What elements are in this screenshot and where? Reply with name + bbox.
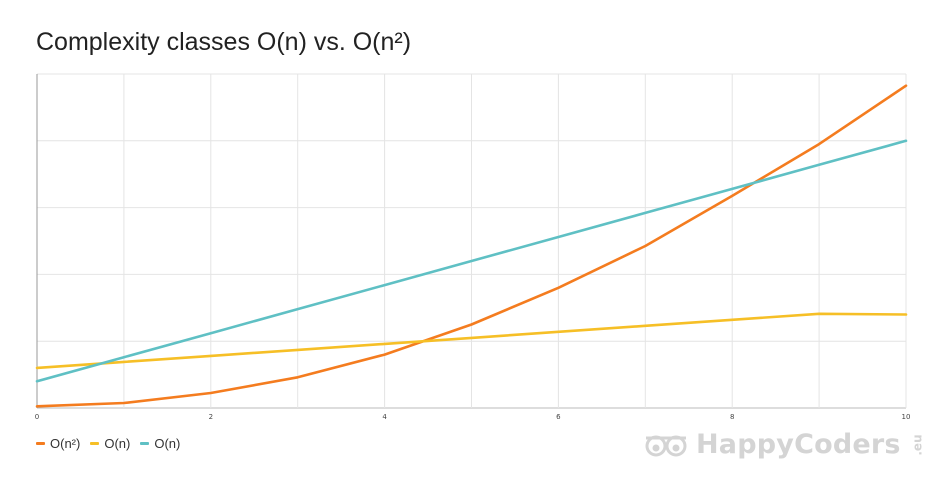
legend-swatch (140, 442, 150, 445)
legend-label: O(n) (104, 436, 131, 451)
legend-label: O(n²) (50, 436, 81, 451)
legend: O(n²) O(n) O(n) (36, 436, 180, 451)
legend-item-o-n-teal: O(n) (140, 436, 180, 451)
series-line-0 (35, 84, 908, 408)
line-chart: 0 2 4 6 8 10 (35, 73, 911, 421)
x-tick-label: 6 (556, 413, 561, 421)
legend-label: O(n) (154, 436, 181, 451)
x-tick-label: 4 (382, 413, 387, 421)
series-lines (35, 84, 908, 408)
legend-swatch (36, 442, 45, 445)
brand-tld: .eu (910, 433, 925, 456)
series-line-1 (35, 312, 908, 370)
x-axis: 0 2 4 6 8 10 (35, 413, 911, 421)
series-line-2 (35, 139, 908, 383)
legend-item-o-n-squared: O(n²) (36, 436, 80, 451)
x-tick-label: 10 (902, 413, 911, 421)
x-tick-label: 8 (730, 413, 734, 421)
grid-lines (36, 73, 907, 409)
x-tick-label: 2 (209, 413, 213, 421)
x-tick-label: 0 (35, 413, 39, 421)
brand-logo: HappyCoders .eu (644, 429, 928, 460)
chart-title: Complexity classes O(n) vs. O(n²) (36, 28, 412, 56)
brand-name: HappyCoders (696, 429, 901, 460)
glasses-icon (645, 435, 687, 456)
legend-item-o-n-yellow: O(n) (90, 436, 130, 451)
legend-swatch (90, 442, 100, 445)
